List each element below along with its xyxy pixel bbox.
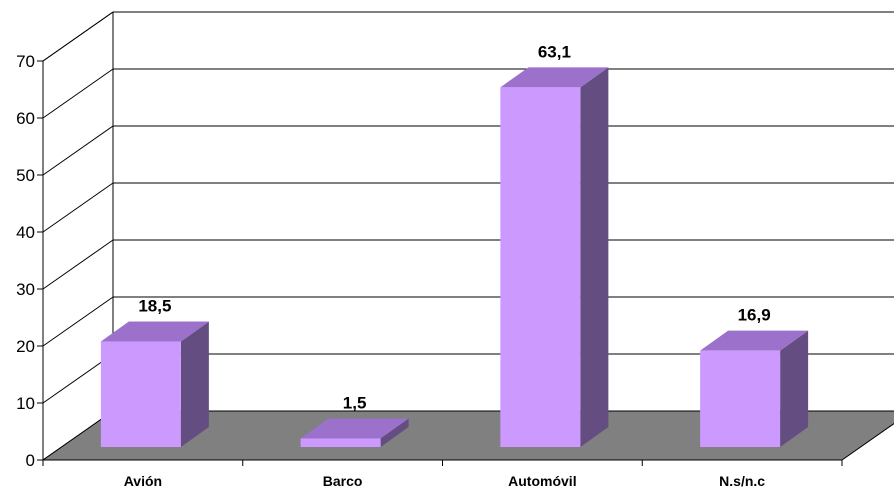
bar-front-face (300, 438, 381, 447)
data-label: 18,5 (138, 297, 171, 316)
y-tick-label: 10 (16, 394, 35, 413)
y-tick-label: 30 (16, 280, 35, 299)
gridline-side (42, 296, 114, 347)
data-label: 16,9 (738, 306, 771, 325)
bars (100, 67, 809, 447)
gridline-side (42, 182, 114, 233)
bar-front-face (500, 87, 581, 447)
bar-top-face (100, 321, 209, 342)
bar-barco (300, 418, 409, 447)
bar-side-face (580, 67, 609, 447)
gridline-side (42, 11, 114, 62)
y-tick-label: 40 (16, 223, 35, 242)
x-category-label: Barco (323, 473, 363, 489)
y-tick-label: 60 (16, 109, 35, 128)
y-tick-label: 0 (26, 451, 35, 470)
gridline-side (42, 68, 114, 119)
bar-front-face (700, 350, 781, 447)
bar-avi-n (100, 321, 209, 447)
x-category-label: Avión (124, 473, 162, 489)
y-tick-label: 20 (16, 337, 35, 356)
bar-top-face (500, 67, 609, 88)
bar-n-s-n-c (700, 330, 809, 447)
bar-side-face (180, 321, 209, 447)
y-tick-label: 50 (16, 166, 35, 185)
data-label: 1,5 (343, 393, 367, 412)
data-label: 63,1 (538, 42, 571, 61)
bar-side-face (780, 330, 809, 447)
x-category-label: Automóvil (508, 473, 576, 489)
gridline-side (42, 239, 114, 290)
x-category-label: N.s/n.c (719, 473, 765, 489)
bar-autom-vil (500, 67, 609, 447)
y-tick-label: 70 (16, 52, 35, 71)
bar-side-face (380, 418, 409, 447)
labels: 18,5 Avión 1,5 Barco 63,1 Automóvil 16,9 N.s/n.… (124, 42, 771, 489)
bar-front-face (100, 341, 181, 447)
bar-top-face (300, 418, 409, 439)
bar-top-face (700, 330, 809, 351)
axes: 0 10 20 30 40 50 60 70 (16, 52, 843, 470)
gridline-side (42, 125, 114, 176)
